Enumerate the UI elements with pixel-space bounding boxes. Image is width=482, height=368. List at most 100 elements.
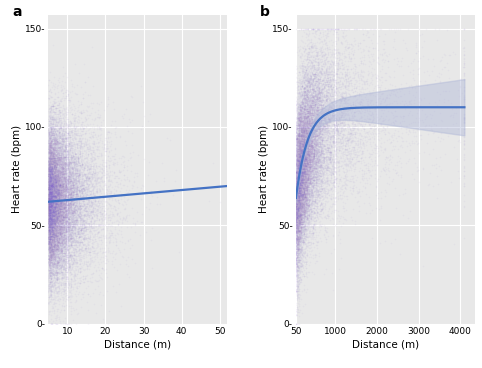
Point [297, 147, 305, 153]
Point [319, 206, 326, 212]
Point [301, 109, 309, 115]
Point [323, 167, 331, 173]
Point [294, 243, 301, 248]
Point [47, 174, 54, 180]
Point [315, 100, 322, 106]
Point [292, 205, 300, 211]
Point [293, 204, 300, 210]
Point [295, 118, 303, 124]
Point [292, 216, 300, 222]
Point [45, 188, 53, 194]
Point [304, 113, 311, 119]
Point [77, 186, 84, 192]
Point [52, 202, 60, 208]
Point [55, 243, 63, 249]
Point [335, 183, 342, 188]
Point [60, 187, 68, 193]
Point [58, 303, 66, 309]
Point [301, 187, 309, 193]
Point [295, 180, 303, 186]
Point [301, 156, 309, 162]
Point [52, 153, 60, 159]
Point [54, 220, 62, 226]
Point [75, 135, 82, 141]
Point [357, 121, 365, 127]
Point [48, 242, 56, 248]
Point [302, 77, 309, 83]
Point [88, 210, 96, 216]
Point [62, 201, 69, 207]
Point [60, 204, 67, 210]
Point [300, 162, 308, 167]
Point [314, 106, 322, 112]
Point [51, 219, 59, 224]
Point [62, 225, 70, 231]
Point [72, 195, 80, 201]
Point [295, 219, 302, 225]
Point [61, 265, 69, 270]
Point [296, 210, 304, 216]
Point [367, 151, 375, 156]
Point [293, 273, 301, 279]
Point [69, 175, 77, 181]
Point [46, 203, 54, 209]
Point [327, 171, 335, 177]
Point [293, 152, 300, 158]
Point [303, 138, 310, 144]
Point [56, 254, 64, 259]
Point [293, 215, 300, 221]
Point [295, 180, 303, 185]
Point [49, 247, 57, 252]
Point [313, 67, 321, 73]
Point [315, 120, 323, 126]
Point [75, 157, 82, 163]
Point [293, 107, 301, 113]
Point [58, 158, 66, 163]
Point [295, 110, 303, 116]
Point [48, 189, 56, 195]
Point [67, 174, 75, 180]
Point [312, 133, 320, 139]
Point [82, 152, 90, 158]
Point [298, 129, 306, 135]
Point [304, 207, 311, 213]
Point [46, 189, 54, 195]
Point [54, 190, 61, 196]
Point [121, 240, 129, 246]
Point [294, 139, 302, 145]
Point [94, 225, 102, 231]
Point [71, 246, 79, 252]
Point [294, 135, 301, 141]
Point [326, 169, 334, 175]
Point [54, 187, 62, 192]
Point [318, 164, 325, 170]
Point [302, 186, 310, 192]
Point [295, 217, 303, 223]
Point [48, 250, 56, 256]
Point [298, 179, 306, 185]
Point [296, 198, 304, 204]
Point [54, 175, 62, 181]
Point [95, 216, 103, 222]
Point [296, 205, 304, 211]
Point [307, 161, 314, 167]
Point [46, 214, 54, 220]
Point [300, 185, 308, 191]
Point [51, 190, 59, 195]
Point [48, 187, 56, 193]
Point [295, 133, 303, 139]
Point [54, 219, 61, 224]
Point [47, 196, 55, 202]
Point [47, 236, 54, 242]
Point [45, 160, 53, 166]
Point [45, 197, 53, 203]
Point [302, 160, 309, 166]
Point [70, 158, 78, 164]
Point [308, 148, 315, 154]
Point [321, 239, 329, 245]
Point [296, 188, 304, 194]
Point [49, 222, 56, 228]
Point [302, 145, 310, 151]
Point [304, 184, 311, 190]
Point [302, 57, 310, 63]
